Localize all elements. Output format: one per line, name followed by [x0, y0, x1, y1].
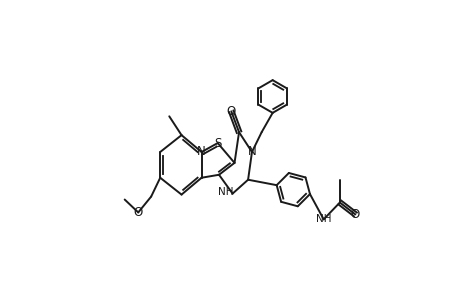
Text: O: O — [133, 206, 143, 219]
Text: N: N — [247, 146, 256, 158]
Text: N: N — [197, 146, 206, 158]
Text: S: S — [213, 136, 221, 150]
Text: O: O — [226, 105, 235, 118]
Text: NH: NH — [315, 214, 331, 224]
Text: NH: NH — [218, 187, 233, 196]
Text: O: O — [350, 208, 359, 221]
